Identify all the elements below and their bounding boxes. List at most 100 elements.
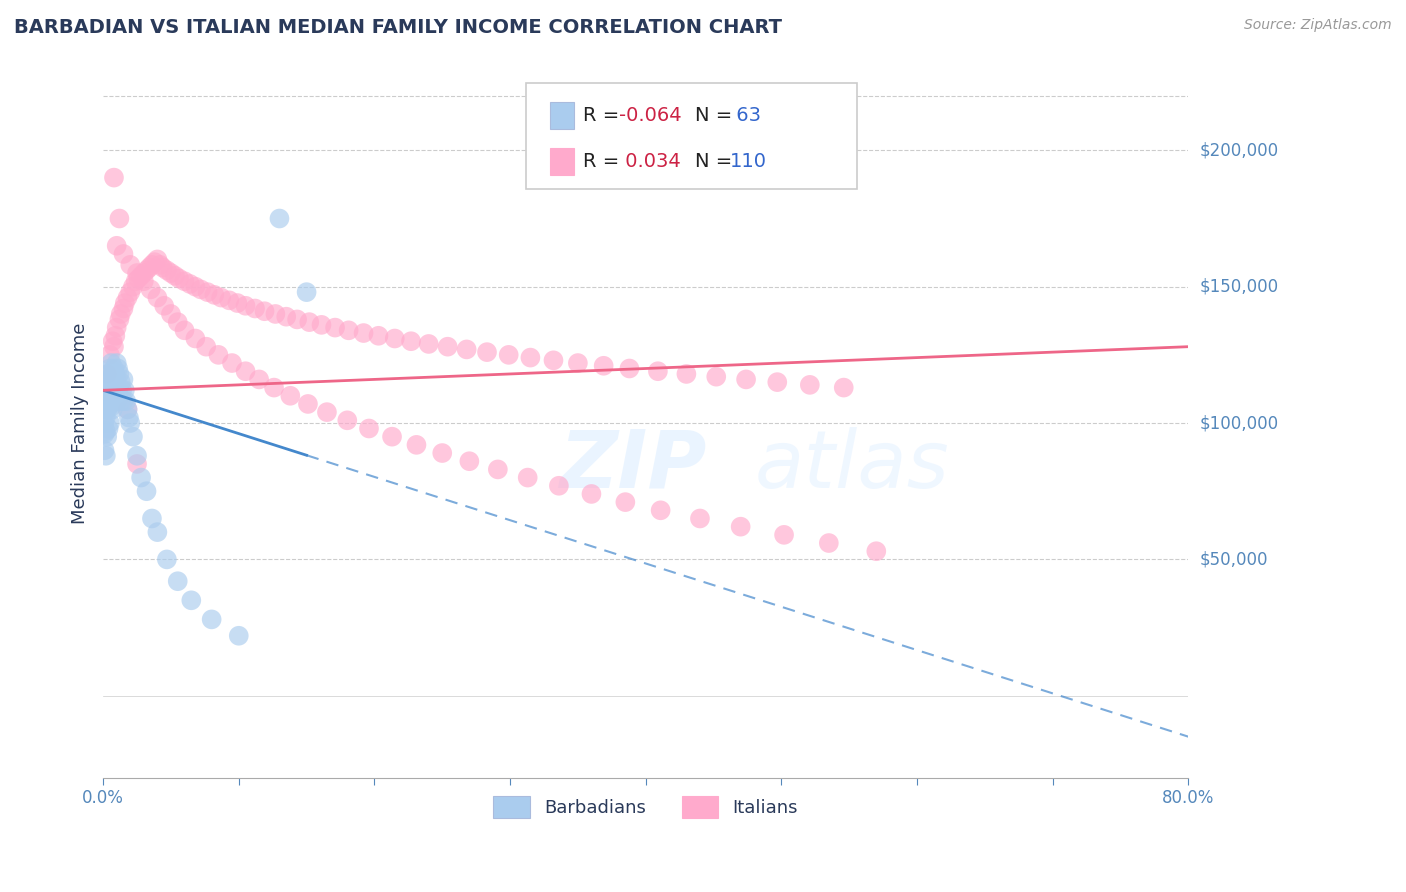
Barbadians <box>94 394 117 409</box>
Barbadians <box>100 377 122 392</box>
Barbadians <box>94 449 117 463</box>
Italians <box>135 263 157 277</box>
Bar <box>550 102 574 129</box>
Italians <box>221 356 243 370</box>
Italians <box>98 348 121 362</box>
Italians <box>278 389 301 403</box>
Barbadians <box>295 285 318 300</box>
Barbadians <box>93 402 115 417</box>
Italians <box>548 479 571 493</box>
Italians <box>120 258 142 272</box>
Italians <box>226 296 249 310</box>
Italians <box>263 381 285 395</box>
Barbadians <box>201 612 224 626</box>
Italians <box>367 328 389 343</box>
Italians <box>104 328 127 343</box>
Italians <box>173 323 195 337</box>
Barbadians <box>98 394 121 409</box>
Barbadians <box>96 389 118 403</box>
Italians <box>253 304 276 318</box>
Text: Source: ZipAtlas.com: Source: ZipAtlas.com <box>1244 18 1392 32</box>
Italians <box>120 285 142 300</box>
Barbadians <box>103 361 125 376</box>
Barbadians <box>100 400 122 414</box>
Barbadians <box>166 574 188 589</box>
Italians <box>689 511 711 525</box>
Italians <box>129 268 152 283</box>
Italians <box>418 337 440 351</box>
Italians <box>311 318 333 332</box>
Text: -0.064: -0.064 <box>619 106 681 125</box>
Barbadians <box>103 394 125 409</box>
Italians <box>519 351 541 365</box>
Italians <box>865 544 887 558</box>
Barbadians <box>110 375 132 389</box>
Italians <box>323 320 346 334</box>
Italians <box>381 430 404 444</box>
Text: $100,000: $100,000 <box>1199 414 1278 432</box>
Italians <box>458 454 481 468</box>
Italians <box>285 312 308 326</box>
Y-axis label: Median Family Income: Median Family Income <box>72 322 89 524</box>
Italians <box>675 367 697 381</box>
Barbadians <box>104 389 127 403</box>
Barbadians <box>135 484 157 499</box>
Bar <box>550 148 574 175</box>
Italians <box>132 274 155 288</box>
Barbadians <box>94 424 117 438</box>
Barbadians <box>96 430 118 444</box>
Italians <box>125 266 148 280</box>
Italians <box>152 260 174 275</box>
Italians <box>112 301 135 316</box>
Text: R =: R = <box>582 153 626 171</box>
Italians <box>160 307 183 321</box>
Italians <box>103 340 125 354</box>
Barbadians <box>118 410 141 425</box>
Barbadians <box>125 449 148 463</box>
Barbadians <box>94 410 117 425</box>
Italians <box>156 263 179 277</box>
Italians <box>163 268 186 283</box>
Italians <box>108 211 131 226</box>
Barbadians <box>93 426 115 441</box>
Barbadians <box>97 400 120 414</box>
Barbadians <box>114 384 136 398</box>
Italians <box>202 288 225 302</box>
Barbadians <box>96 375 118 389</box>
Italians <box>357 421 380 435</box>
Italians <box>475 345 498 359</box>
Italians <box>110 307 132 321</box>
Italians <box>650 503 672 517</box>
Italians <box>173 274 195 288</box>
Italians <box>112 247 135 261</box>
Italians <box>297 397 319 411</box>
Barbadians <box>97 384 120 398</box>
Italians <box>704 369 727 384</box>
Text: atlas: atlas <box>754 426 949 505</box>
Italians <box>832 381 855 395</box>
Italians <box>167 271 190 285</box>
Italians <box>264 307 287 321</box>
Barbadians <box>120 416 142 430</box>
Barbadians <box>269 211 291 226</box>
Text: 63: 63 <box>730 106 761 125</box>
Text: BARBADIAN VS ITALIAN MEDIAN FAMILY INCOME CORRELATION CHART: BARBADIAN VS ITALIAN MEDIAN FAMILY INCOM… <box>14 18 782 37</box>
Italians <box>207 348 229 362</box>
Text: $150,000: $150,000 <box>1199 277 1278 295</box>
Italians <box>735 372 758 386</box>
Italians <box>456 343 478 357</box>
Italians <box>353 326 375 340</box>
Text: $200,000: $200,000 <box>1199 141 1278 160</box>
Italians <box>730 519 752 533</box>
Italians <box>138 260 160 275</box>
Italians <box>160 266 183 280</box>
Barbadians <box>94 384 117 398</box>
Italians <box>141 258 163 272</box>
Barbadians <box>105 394 128 409</box>
Barbadians <box>228 629 250 643</box>
Italians <box>247 372 270 386</box>
Text: N =: N = <box>695 106 738 125</box>
Italians <box>614 495 637 509</box>
Italians <box>766 375 789 389</box>
Barbadians <box>115 394 138 409</box>
